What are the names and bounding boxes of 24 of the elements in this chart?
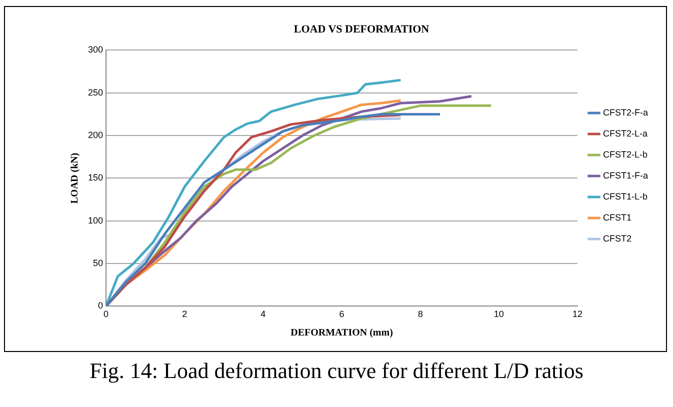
legend-label: CFST1 xyxy=(603,212,632,222)
y-tick-label: 0 xyxy=(98,300,104,311)
legend-label: CFST2-L-b xyxy=(603,149,648,160)
x-axis-title: DEFORMATION (mm) xyxy=(290,328,393,339)
y-tick-label: 50 xyxy=(93,258,104,268)
y-tick-label: 250 xyxy=(88,87,104,98)
y-tick-label: 300 xyxy=(88,44,104,55)
x-tick-label: 4 xyxy=(260,309,266,320)
y-tick-label: 100 xyxy=(88,215,104,226)
y-tick-label: 200 xyxy=(88,130,104,140)
x-tick-label: 2 xyxy=(182,309,188,320)
x-tick-label: 10 xyxy=(494,309,504,320)
x-tick-label: 12 xyxy=(572,309,583,320)
legend-label: CFST2-L-a xyxy=(603,128,648,138)
caption: Fig. 14: Load deformation curve for different L/D ratios xyxy=(88,358,584,384)
legend-label: CFST2 xyxy=(603,233,632,244)
legend-label: CFST1-L-b xyxy=(603,191,648,202)
x-tick-label: 8 xyxy=(418,309,423,320)
chart-title: LOAD VS DEFORMATION xyxy=(294,23,430,36)
y-axis-title: LOAD (kN) xyxy=(70,152,81,204)
y-tick-label: 150 xyxy=(88,172,104,183)
x-tick-label: 6 xyxy=(339,309,344,320)
legend-label: CFST2-F-a xyxy=(603,107,648,118)
legend-label: CFST1-F-a xyxy=(603,170,648,180)
